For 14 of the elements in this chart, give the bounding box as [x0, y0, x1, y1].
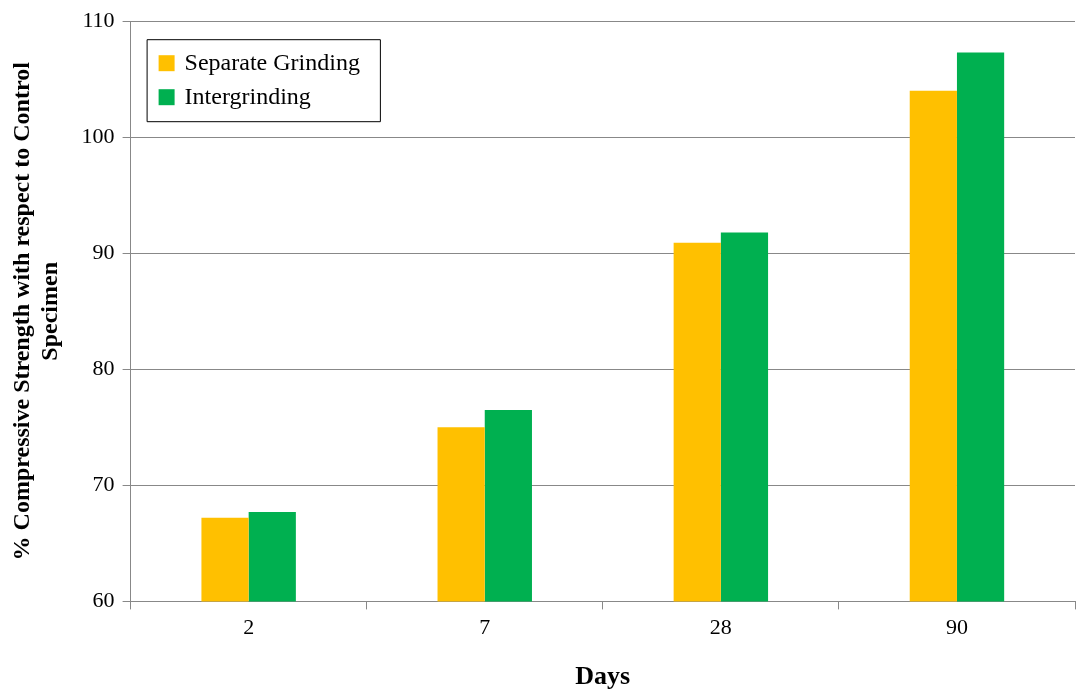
x-axis-title: Days	[575, 661, 631, 691]
x-tick-label: 28	[709, 614, 732, 640]
x-tick-label: 7	[479, 614, 491, 640]
legend-label: Separate Grinding	[184, 49, 360, 76]
y-axis-title: % Compressive Strength with respect to Control Specimen	[7, 61, 63, 561]
y-tick-label: 90	[92, 239, 115, 265]
x-tick-label: 2	[243, 614, 255, 640]
y-tick-label: 100	[81, 123, 115, 149]
legend-label: Intergrinding	[184, 83, 311, 110]
y-tick-label: 60	[92, 587, 115, 613]
x-tick-label: 90	[945, 614, 968, 640]
y-tick-label: 80	[92, 355, 115, 381]
y-tick-label: 110	[82, 6, 115, 32]
y-tick-label: 70	[92, 471, 115, 497]
